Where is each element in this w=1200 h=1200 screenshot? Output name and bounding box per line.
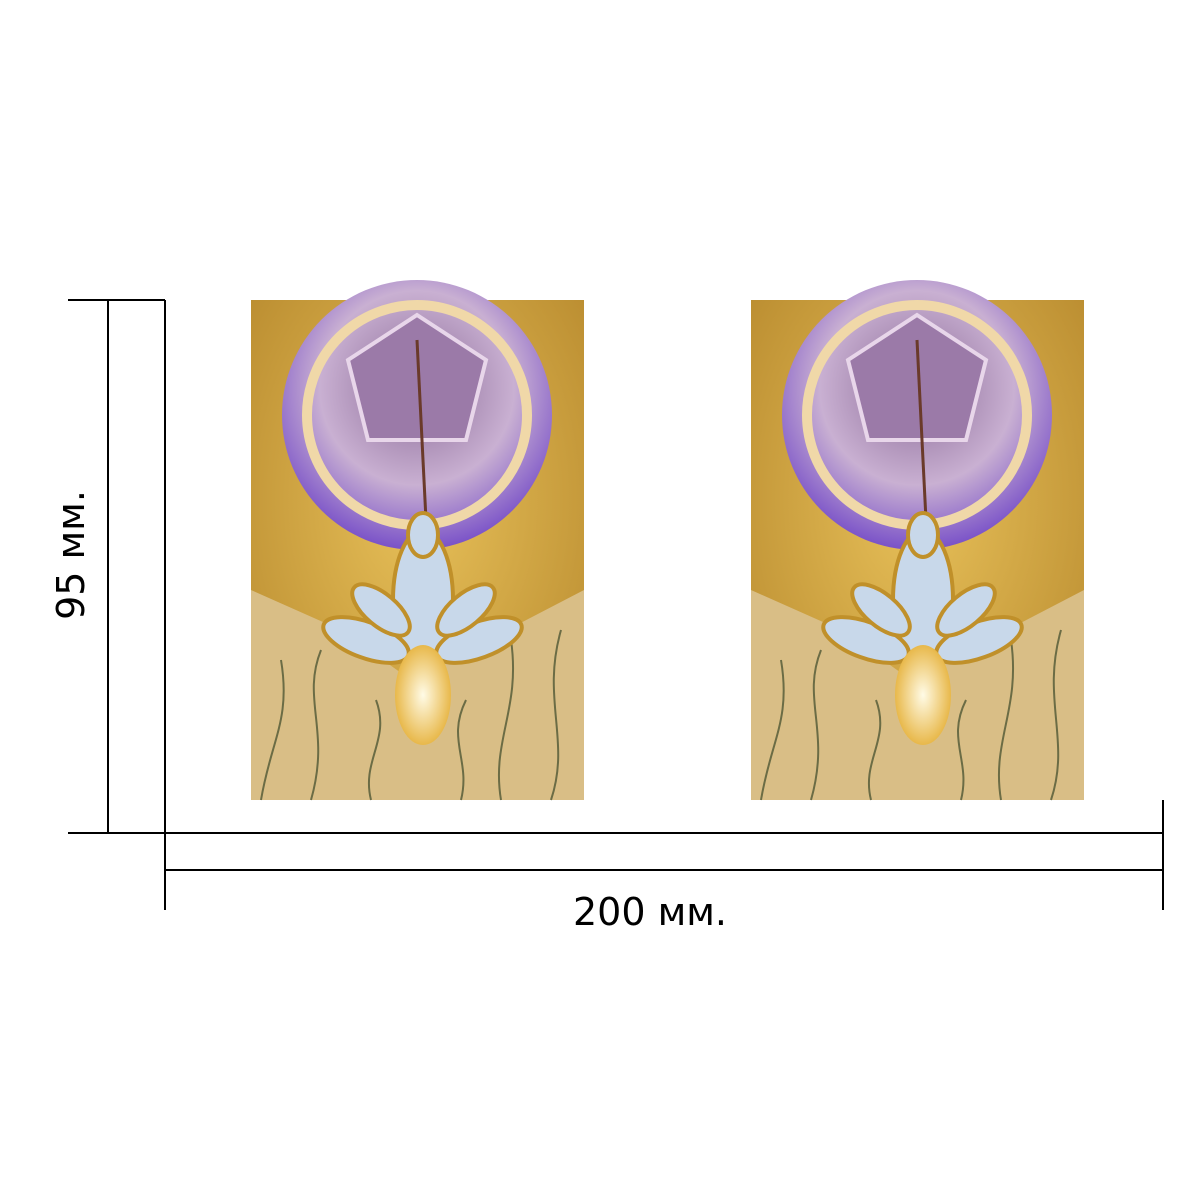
width-label: 200 мм. (573, 890, 727, 934)
height-label: 95 мм. (49, 490, 93, 620)
product-photo (251, 280, 584, 800)
product-photo (751, 280, 1084, 800)
height-dimension: 95 мм. (49, 299, 166, 834)
width-dimension: 200 мм. (164, 800, 1164, 934)
